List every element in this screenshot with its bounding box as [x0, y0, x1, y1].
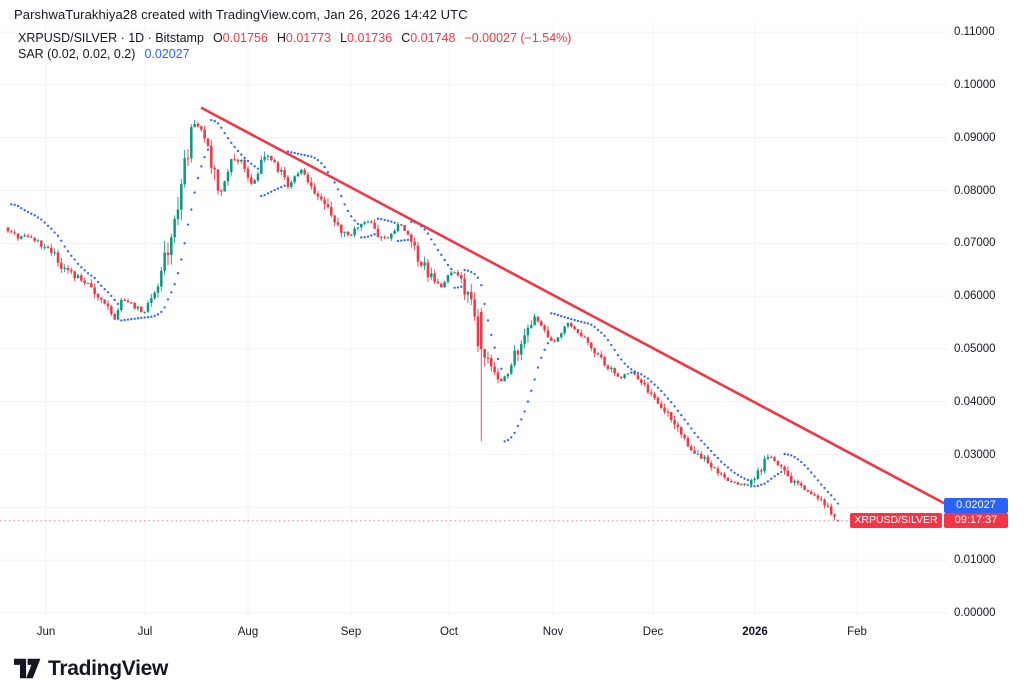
close-value: 0.01748 [410, 31, 456, 45]
attribution-text: ParshwaTurakhiya28 created with TradingV… [14, 7, 468, 22]
time-axis-label: Nov [542, 626, 564, 638]
price-axis-label: 0.09000 [954, 131, 996, 144]
price-axis-label: 0.11000 [954, 26, 995, 39]
price-scale[interactable]: 0.11000 0.10000 0.09000 0.08000 0.07000 0.060… [948, 0, 1024, 650]
chart-legend: XRPUSD/SILVER · 1D · Bitstamp O0.01756 H0.… [18, 30, 571, 62]
price-axis-label: 0.05000 [954, 342, 996, 355]
time-axis-label: Jun [36, 626, 56, 638]
price-axis-label: 0.06000 [954, 290, 996, 303]
time-axis-label: Aug [237, 626, 259, 638]
high-label: H [276, 31, 286, 45]
chart-canvas[interactable] [0, 0, 1024, 652]
sar-value-badge: 0.02027 [944, 498, 1008, 514]
time-axis-label: Sep [340, 626, 362, 638]
close-label: C [401, 31, 411, 45]
time-axis-label: Jul [137, 626, 153, 638]
price-axis-label: 0.03000 [954, 448, 996, 461]
price-axis-label: 0.01000 [954, 554, 996, 567]
open-label: O [212, 31, 223, 45]
time-axis-label: 2026 [742, 626, 768, 638]
low-label: L [340, 31, 348, 45]
tradingview-logo-text: TradingView [48, 657, 169, 680]
time-axis-label: Feb [847, 626, 867, 638]
price-axis-label: 0.10000 [954, 78, 996, 91]
bar-countdown-badge: 09:17:37 [944, 513, 1008, 529]
time-axis-label: Oct [440, 626, 458, 638]
symbol-legend-row: XRPUSD/SILVER · 1D · Bitstamp O0.01756 H0.… [18, 30, 571, 46]
tradingview-logo-icon [14, 658, 41, 679]
tradingview-logo[interactable]: TradingView [14, 657, 168, 681]
change-value: −0.00027 (−1.54%) [464, 31, 572, 45]
symbol-title[interactable]: XRPUSD/SILVER · 1D · Bitstamp [18, 31, 204, 45]
price-axis-label: 0.08000 [954, 184, 996, 197]
price-axis-label: 0.00000 [954, 607, 996, 619]
price-axis-label: 0.04000 [954, 395, 996, 408]
time-scale[interactable]: Jun Jul Aug Sep Oct Nov Dec 2026 Feb [0, 622, 948, 646]
indicator-title[interactable]: SAR (0.02, 0.02, 0.2) [18, 47, 136, 61]
symbol-price-label-badge: XRPUSD/SILVER [850, 513, 942, 529]
time-axis-label: Dec [642, 626, 664, 638]
low-value: 0.01736 [347, 31, 393, 45]
high-value: 0.01773 [285, 31, 332, 45]
indicator-legend-row: SAR (0.02, 0.02, 0.2) 0.02027 [18, 46, 571, 62]
open-value: 0.01756 [222, 31, 268, 45]
price-axis-label: 0.07000 [954, 237, 996, 250]
indicator-value: 0.02027 [144, 47, 190, 61]
